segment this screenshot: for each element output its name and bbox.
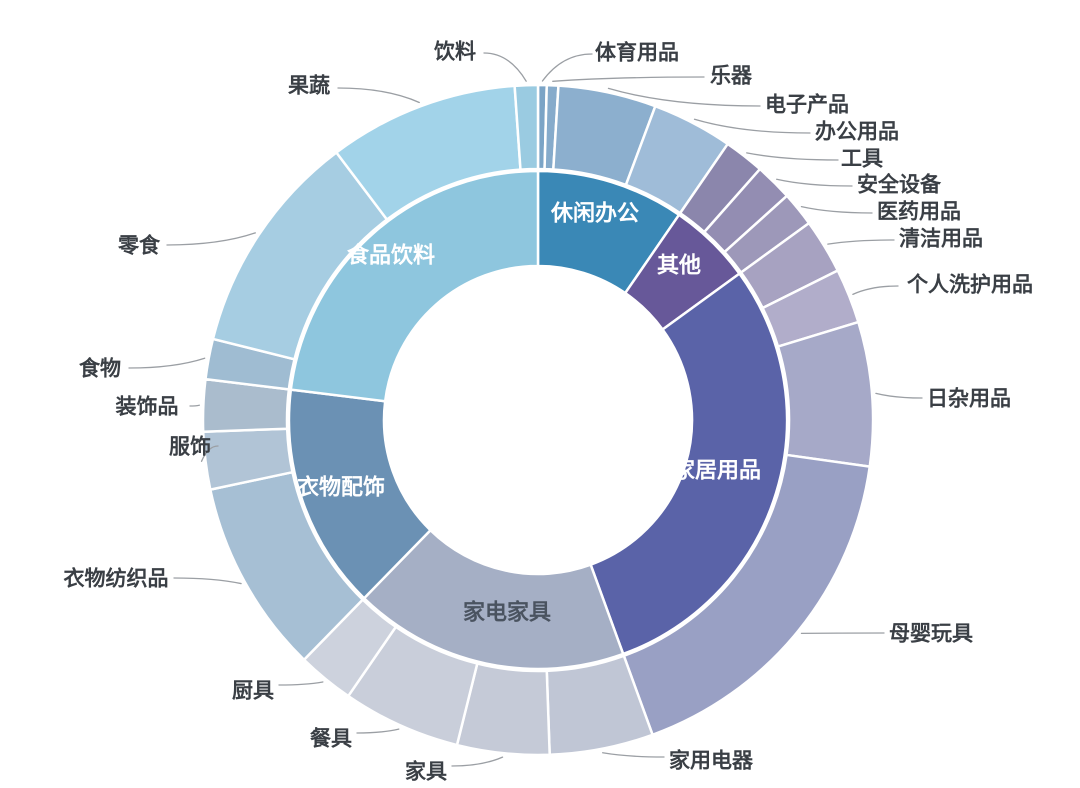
leader-line-0-0 xyxy=(541,53,593,82)
category-label-1: 其他 xyxy=(657,253,701,278)
subcategory-label-5-2: 果蔬 xyxy=(288,74,330,97)
subcategory-label-2-1: 个人洗护用品 xyxy=(907,272,1033,296)
leader-line-3-3 xyxy=(278,681,324,686)
leader-line-4-0 xyxy=(173,577,242,585)
category-label-3: 家电家具 xyxy=(463,600,551,625)
leader-line-2-2 xyxy=(875,392,923,399)
subcategory-label-5-3: 饮料 xyxy=(433,39,476,63)
leader-line-3-0 xyxy=(602,752,665,758)
subcategory-label-5-1: 零食 xyxy=(117,233,161,257)
category-label-0: 休闲办公 xyxy=(550,201,639,226)
inner-segment-3 xyxy=(362,528,625,671)
outer-segment-5-3 xyxy=(513,83,540,171)
subcategory-label-1-0: 工具 xyxy=(841,147,883,170)
subcategory-label-2-2: 日杂用品 xyxy=(927,386,1011,410)
subcategory-label-3-2: 餐具 xyxy=(310,726,352,750)
leader-line-1-2 xyxy=(800,206,873,214)
category-label-2: 家居用品 xyxy=(673,458,761,483)
outer-segment-2-2 xyxy=(776,320,875,468)
leader-line-5-3 xyxy=(483,52,527,82)
inner-segment-5 xyxy=(289,169,540,403)
subcategory-label-2-3: 母婴玩具 xyxy=(889,622,973,645)
subcategory-label-4-0: 衣物纺织品 xyxy=(64,566,169,590)
leader-line-5-0 xyxy=(128,357,206,369)
leader-line-0-1 xyxy=(552,76,705,82)
inner-segment-2 xyxy=(589,272,789,656)
leader-line-5-2 xyxy=(337,87,420,104)
leader-line-1-0 xyxy=(746,152,839,161)
subcategory-label-2-0: 清洁用品 xyxy=(899,226,983,250)
leader-line-4-1 xyxy=(200,445,219,462)
subcategory-label-3-1: 家具 xyxy=(405,759,447,783)
subcategory-label-0-1: 乐器 xyxy=(710,64,753,87)
subcategory-label-3-0: 家用电器 xyxy=(669,748,754,772)
leader-line-5-1 xyxy=(166,232,256,246)
subcategory-label-0-3: 办公用品 xyxy=(815,120,899,143)
subcategory-label-1-2: 医药用品 xyxy=(877,199,961,223)
leader-line-0-3 xyxy=(693,118,811,134)
leader-line-3-1 xyxy=(451,756,504,767)
leader-line-0-2 xyxy=(607,87,761,107)
subcategory-label-4-1: 服饰 xyxy=(169,434,211,458)
subcategory-label-0-2: 电子产品 xyxy=(765,92,849,116)
category-label-4: 衣物配饰 xyxy=(297,475,385,500)
subcategory-label-4-2: 装饰品 xyxy=(116,394,179,418)
leader-line-2-0 xyxy=(827,239,895,245)
subcategory-label-3-3: 厨具 xyxy=(232,679,274,702)
subcategory-label-1-1: 安全设备 xyxy=(857,172,942,196)
subcategory-label-0-0: 体育用品 xyxy=(595,40,679,64)
leader-line-1-1 xyxy=(776,178,853,187)
leader-line-2-1 xyxy=(852,285,899,296)
subcategory-label-5-0: 食物 xyxy=(79,356,121,380)
category-label-5: 食品饮料 xyxy=(347,243,435,268)
leader-line-4-2 xyxy=(189,404,200,407)
leader-line-3-2 xyxy=(356,728,400,734)
